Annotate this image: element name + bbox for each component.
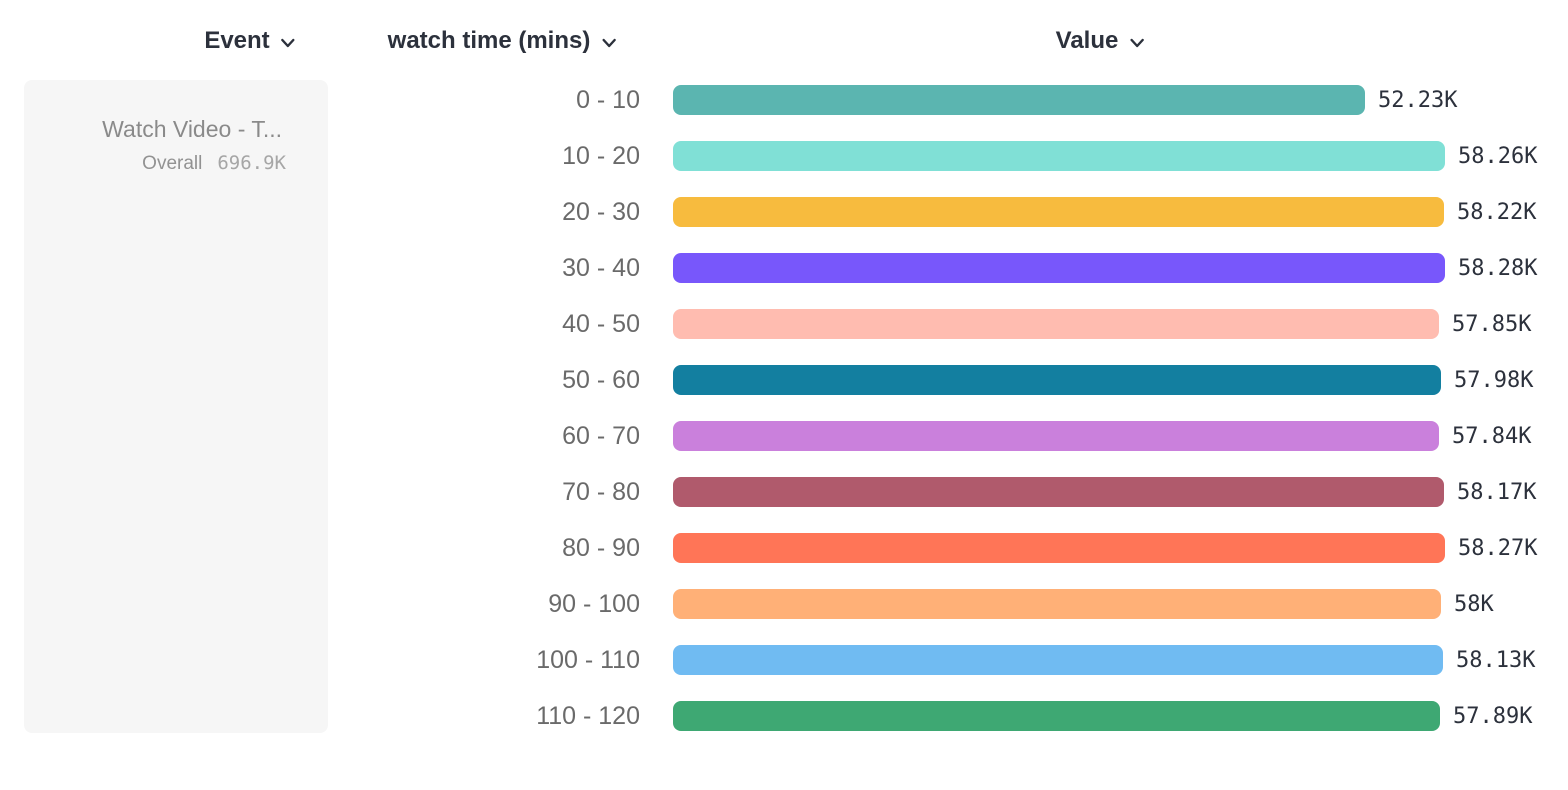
category-label: 30 - 40: [562, 253, 640, 282]
bar-row: 40 - 50 57.85K: [0, 296, 1568, 352]
chevron-down-icon: [1130, 38, 1144, 47]
bar-segment[interactable]: [673, 85, 1365, 115]
bar-row: 0 - 10 52.23K: [0, 72, 1568, 128]
category-label: 0 - 10: [576, 85, 640, 114]
bar-segment[interactable]: [673, 197, 1444, 227]
legend-event-name[interactable]: Watch Video - T...: [102, 116, 282, 142]
bar-row: 30 - 40 58.28K: [0, 240, 1568, 296]
category-label: 20 - 30: [562, 197, 640, 226]
bar-row: 70 - 80 58.17K: [0, 464, 1568, 520]
category-label: 80 - 90: [562, 533, 640, 562]
bar-segment[interactable]: [673, 421, 1439, 451]
column-header-breakdown-label: watch time (mins): [387, 27, 591, 54]
column-header-event-label: Event: [204, 27, 270, 54]
column-header-event[interactable]: Event: [204, 27, 295, 55]
bar-segment[interactable]: [673, 645, 1443, 675]
bar-value-label: 57.89K: [1453, 703, 1533, 729]
bar-chart: 0 - 10 52.23K 10 - 20 58.26K 20 - 30 58.22K 30…: [0, 72, 1568, 744]
bar-row: 50 - 60 57.98K: [0, 352, 1568, 408]
bar-value-label: 58.17K: [1457, 479, 1537, 505]
bar-segment[interactable]: [673, 253, 1445, 283]
bar-row: 10 - 20 58.26K: [0, 128, 1568, 184]
chevron-down-icon: [281, 38, 295, 47]
category-label: 70 - 80: [562, 477, 640, 506]
legend-overall-value: 696.9K: [217, 152, 286, 174]
category-label: 50 - 60: [562, 365, 640, 394]
category-label: 10 - 20: [562, 141, 640, 170]
bar-value-label: 58K: [1454, 591, 1494, 617]
bar-row: 60 - 70 57.84K: [0, 408, 1568, 464]
bar-row: 80 - 90 58.27K: [0, 520, 1568, 576]
bar-value-label: 52.23K: [1378, 87, 1458, 113]
bar-value-label: 57.85K: [1452, 311, 1532, 337]
bar-segment[interactable]: [673, 365, 1441, 395]
bar-segment[interactable]: [673, 477, 1444, 507]
legend-overall-label: Overall: [142, 153, 203, 174]
bar-segment[interactable]: [673, 309, 1439, 339]
bar-value-label: 58.13K: [1456, 647, 1536, 673]
column-header-breakdown[interactable]: watch time (mins): [388, 27, 617, 55]
category-label: 100 - 110: [536, 645, 640, 674]
bar-segment[interactable]: [673, 141, 1445, 171]
bar-segment[interactable]: [673, 533, 1445, 563]
bar-row: 90 - 100 58K: [0, 576, 1568, 632]
bar-segment[interactable]: [673, 589, 1441, 619]
bar-row: 20 - 30 58.22K: [0, 184, 1568, 240]
column-header-value[interactable]: Value: [1056, 27, 1145, 55]
bar-row: 100 - 110 58.13K: [0, 632, 1568, 688]
legend-card: Watch Video - T... Overall 696.9K: [24, 80, 328, 733]
legend-overall-row: Overall 696.9K: [24, 152, 328, 175]
category-label: 90 - 100: [548, 589, 640, 618]
bar-value-label: 58.28K: [1458, 255, 1538, 281]
column-header-value-label: Value: [1055, 27, 1119, 54]
bar-row: 110 - 120 57.89K: [0, 688, 1568, 744]
bar-segment[interactable]: [673, 701, 1440, 731]
bar-value-label: 57.98K: [1454, 367, 1534, 393]
chevron-down-icon: [602, 38, 616, 47]
category-label: 60 - 70: [562, 421, 640, 450]
bar-value-label: 58.26K: [1458, 143, 1538, 169]
category-label: 40 - 50: [562, 309, 640, 338]
category-label: 110 - 120: [536, 701, 640, 730]
bar-value-label: 58.22K: [1457, 199, 1537, 225]
bar-value-label: 57.84K: [1452, 423, 1532, 449]
bar-value-label: 58.27K: [1458, 535, 1538, 561]
